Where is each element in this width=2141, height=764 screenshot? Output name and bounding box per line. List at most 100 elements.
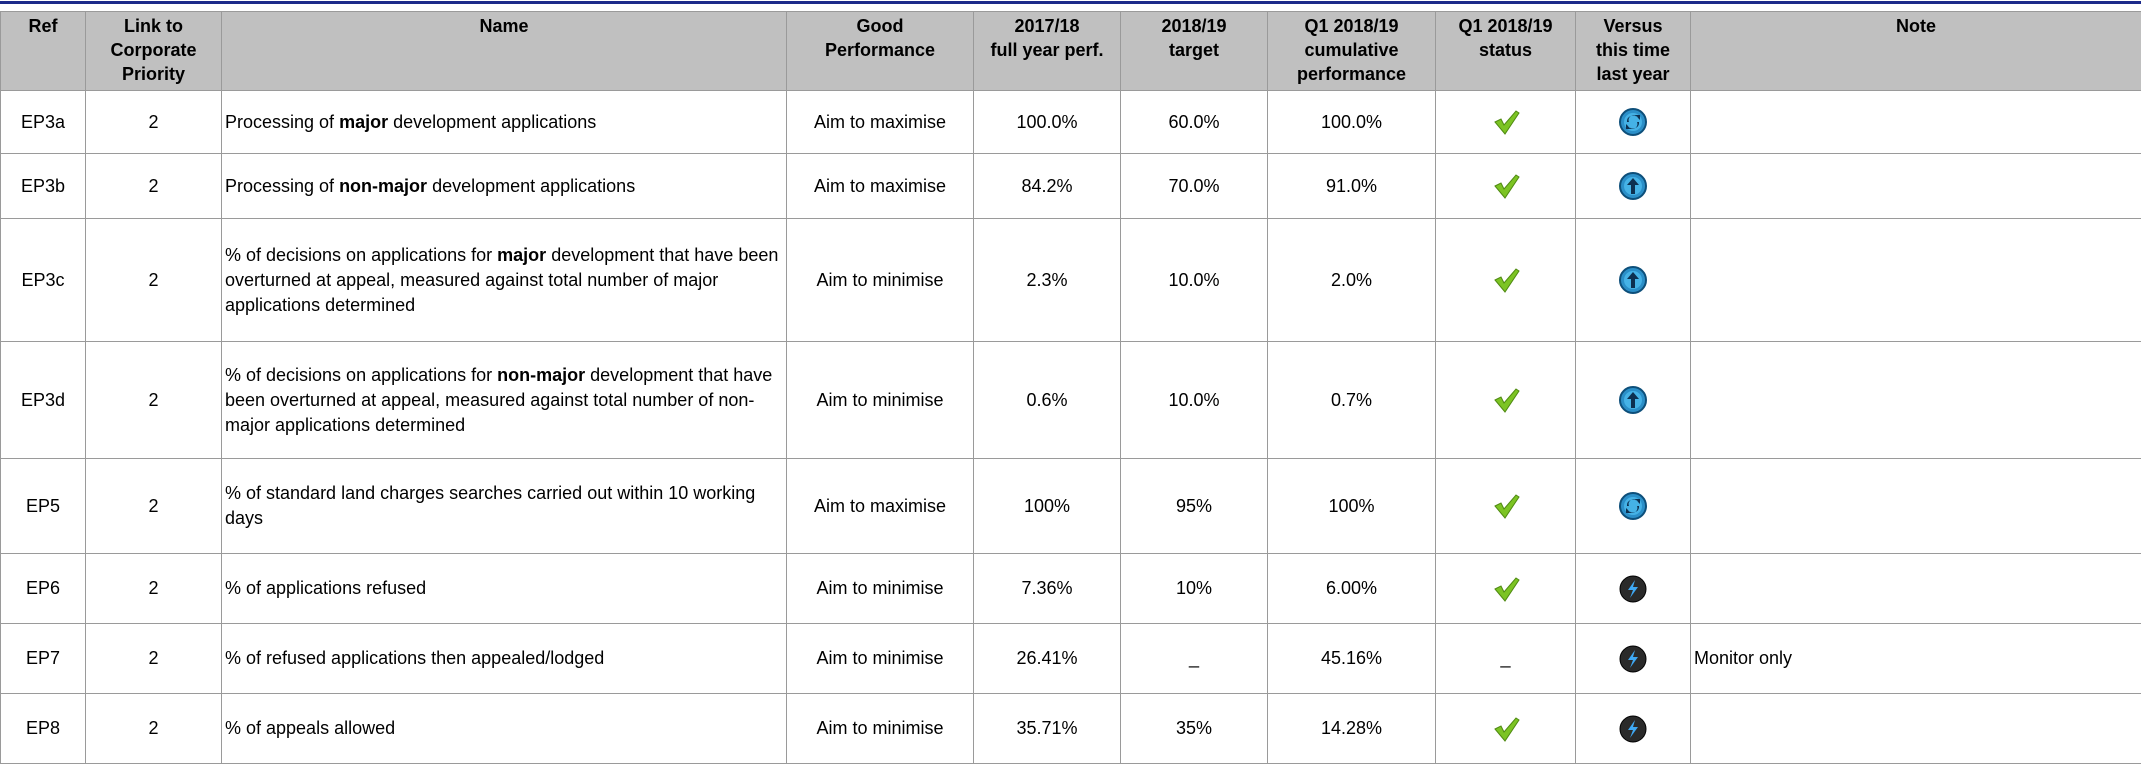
note-cell [1691, 342, 2141, 459]
top-rule [0, 1, 2141, 4]
name-text: % of standard land charges searches carr… [225, 483, 755, 528]
priority-cell: 2 [86, 342, 222, 459]
status-icon [1491, 574, 1521, 604]
header-line: last year [1579, 62, 1687, 86]
ref-cell: EP6 [1, 554, 86, 624]
note-cell [1691, 694, 2141, 764]
column-header: Ref [1, 12, 86, 91]
ref: EP3d [21, 390, 65, 410]
cumulative-cell: 0.7% [1268, 342, 1436, 459]
header-line: 2018/19 [1124, 14, 1264, 38]
name-text: % of decisions on applications for [225, 245, 497, 265]
name-text: development applications [427, 176, 635, 196]
name-cell: % of standard land charges searches carr… [222, 459, 787, 554]
full-year: 100.0% [1016, 112, 1077, 132]
column-header: Name [222, 12, 787, 91]
header-line: performance [1271, 62, 1432, 86]
good: Aim to minimise [816, 648, 943, 668]
name-emphasis: major [497, 245, 546, 265]
trend-cell [1576, 694, 1691, 764]
header-line: Ref [4, 14, 82, 38]
ref-cell: EP7 [1, 624, 86, 694]
status-cell [1436, 694, 1576, 764]
full-year: 35.71% [1016, 718, 1077, 738]
status-icon [1491, 171, 1521, 201]
header-line: cumulative [1271, 38, 1432, 62]
header-line: Versus [1579, 14, 1687, 38]
cumulative-cell: 100% [1268, 459, 1436, 554]
cumulative: 2.0% [1331, 270, 1372, 290]
full-year-cell: 0.6% [974, 342, 1121, 459]
full-year: 84.2% [1021, 176, 1072, 196]
cumulative: 6.00% [1326, 578, 1377, 598]
note-cell [1691, 91, 2141, 154]
name-emphasis: non-major [339, 176, 427, 196]
priority-cell: 2 [86, 554, 222, 624]
priority: 2 [148, 176, 158, 196]
status: _ [1500, 648, 1510, 668]
priority: 2 [148, 390, 158, 410]
target: 10.0% [1168, 270, 1219, 290]
name-text: % of applications refused [225, 578, 426, 598]
header-line: Q1 2018/19 [1271, 14, 1432, 38]
header-line: target [1124, 38, 1264, 62]
full-year: 7.36% [1021, 578, 1072, 598]
header-line: Corporate [89, 38, 218, 62]
target: 70.0% [1168, 176, 1219, 196]
trend-icon [1618, 171, 1648, 201]
priority-cell: 2 [86, 219, 222, 342]
full-year-cell: 2.3% [974, 219, 1121, 342]
full-year-cell: 26.41% [974, 624, 1121, 694]
ref: EP3c [21, 270, 64, 290]
ref-cell: EP8 [1, 694, 86, 764]
priority-cell: 2 [86, 154, 222, 219]
name-cell: % of appeals allowed [222, 694, 787, 764]
ref-cell: EP3d [1, 342, 86, 459]
header-line: Link to [89, 14, 218, 38]
good-cell: Aim to minimise [787, 342, 974, 459]
header-line: Note [1694, 14, 2138, 38]
status-cell [1436, 554, 1576, 624]
ref: EP3a [21, 112, 65, 132]
data-row: EP3c 2% of decisions on applications for … [1, 219, 2141, 342]
good-cell: Aim to maximise [787, 154, 974, 219]
ref: EP7 [26, 648, 60, 668]
name-cell: % of refused applications then appealed/… [222, 624, 787, 694]
good: Aim to minimise [816, 390, 943, 410]
good: Aim to minimise [816, 578, 943, 598]
target-cell: 10.0% [1121, 219, 1268, 342]
good-cell: Aim to minimise [787, 554, 974, 624]
note-cell [1691, 459, 2141, 554]
trend-icon [1618, 491, 1648, 521]
trend-cell [1576, 342, 1691, 459]
status-icon [1491, 107, 1521, 137]
priority-cell: 2 [86, 91, 222, 154]
full-year: 0.6% [1026, 390, 1067, 410]
trend-icon [1618, 265, 1648, 295]
name-emphasis: major [339, 112, 388, 132]
status-cell [1436, 91, 1576, 154]
cumulative: 14.28% [1321, 718, 1382, 738]
cumulative-cell: 45.16% [1268, 624, 1436, 694]
note-cell [1691, 154, 2141, 219]
priority: 2 [148, 496, 158, 516]
cumulative: 0.7% [1331, 390, 1372, 410]
header-line: Priority [89, 62, 218, 86]
trend-cell [1576, 459, 1691, 554]
status-icon [1491, 491, 1521, 521]
good-cell: Aim to maximise [787, 91, 974, 154]
column-header: Note [1691, 12, 2141, 91]
priority: 2 [148, 648, 158, 668]
name-cell: % of applications refused [222, 554, 787, 624]
name-text: % of refused applications then appealed/… [225, 648, 604, 668]
name-cell: % of decisions on applications for major… [222, 219, 787, 342]
ref: EP8 [26, 718, 60, 738]
status-icon [1491, 385, 1521, 415]
cumulative-cell: 2.0% [1268, 219, 1436, 342]
header-line: this time [1579, 38, 1687, 62]
full-year-cell: 7.36% [974, 554, 1121, 624]
